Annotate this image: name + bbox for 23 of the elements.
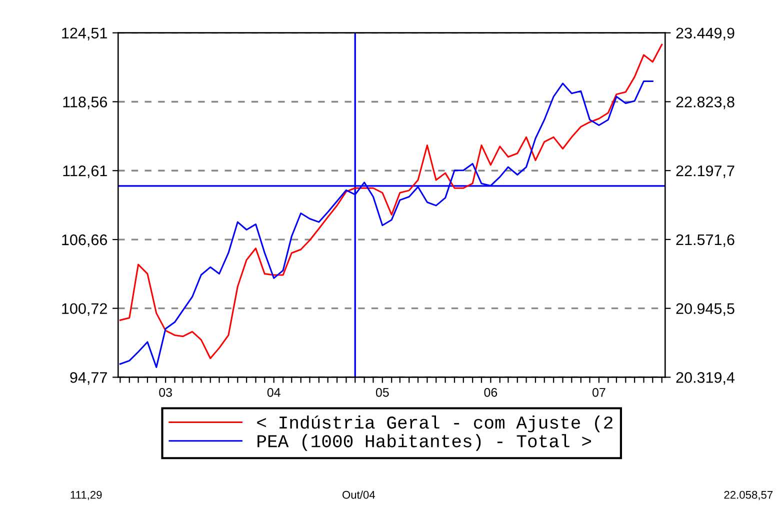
text: 22.058,57 — [724, 490, 773, 500]
text: Out/04 — [342, 490, 376, 499]
y2-tick-label: 20.945,5 — [676, 303, 734, 316]
x-tick-label: 06 — [484, 388, 498, 397]
legend-label: PEA (1000 Habitantes) - Total > — [258, 434, 591, 451]
x-tick-label: 04 — [267, 388, 280, 397]
y-tick-label: 94,77 — [70, 372, 107, 385]
x-tick-label: 07 — [592, 388, 606, 397]
y-tick-label: 106,66 — [62, 234, 108, 248]
y-tick-label: 112,61 — [63, 166, 107, 178]
y2-tick-label: 22.823,8 — [676, 96, 734, 110]
x-tick-label: 05 — [376, 388, 389, 397]
line-series — [119, 44, 663, 360]
y2-tick-label: 20.319,4 — [676, 372, 735, 385]
y2-tick-label: 23.449,9 — [676, 28, 734, 40]
y2-tick-label: 21.571,6 — [676, 234, 734, 247]
y2-tick-label: 22.197,7 — [676, 165, 734, 178]
y-tick-label: 100,72 — [62, 303, 107, 316]
y-tick-label: 124,51 — [62, 28, 107, 40]
text: 111,29 — [70, 490, 102, 500]
y-tick-label: 118,56 — [63, 96, 108, 110]
legend-label: < Indústria Geral - com Ajuste (2 — [257, 415, 612, 432]
x-tick-label: 03 — [159, 388, 172, 397]
